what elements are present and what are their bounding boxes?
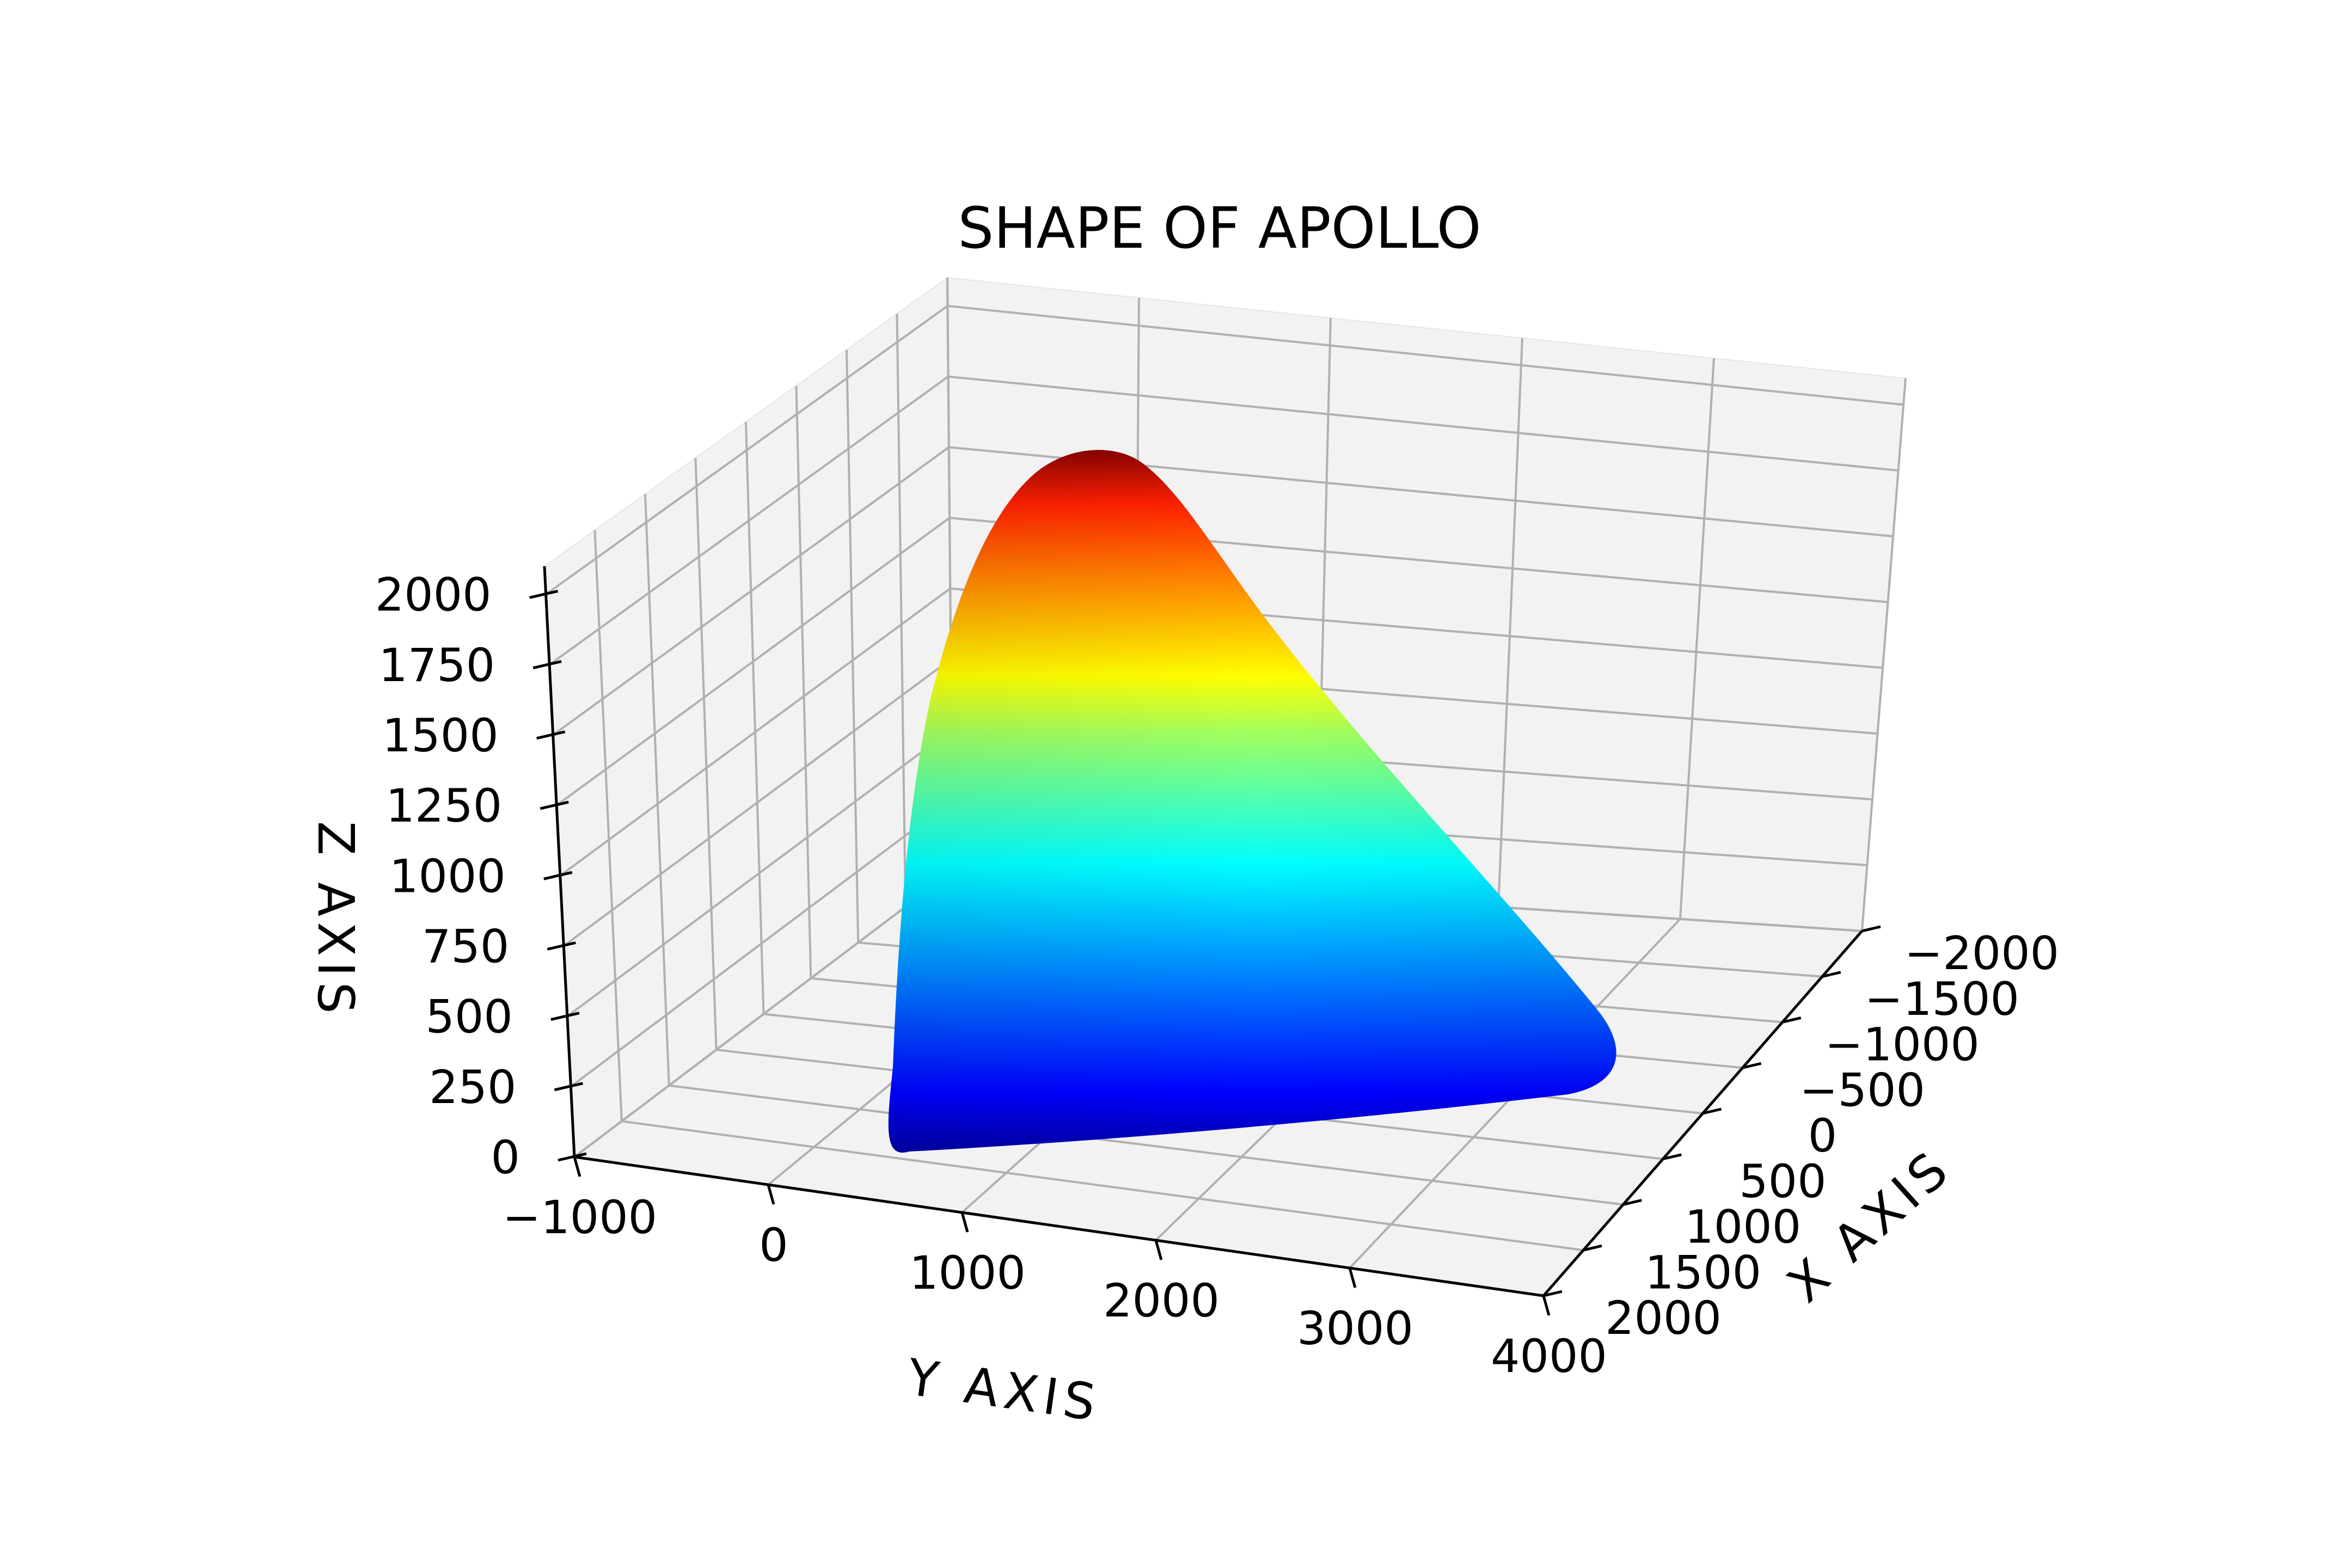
y-tick-mark (1154, 1240, 1163, 1260)
surface-shading (888, 450, 1616, 1153)
z-tick-mark (558, 1152, 587, 1162)
x-tick-label: 2000 (1605, 1291, 1722, 1345)
z-tick-mark (554, 1082, 584, 1092)
x-tick-label: −1500 (1865, 972, 2019, 1026)
x-tick-mark (1782, 1016, 1802, 1024)
y-tick-mark (573, 1156, 581, 1177)
y-axis-line (574, 1155, 1544, 1297)
y-tick-label: 3000 (1297, 1302, 1413, 1355)
z-tick-mark (550, 1012, 580, 1021)
x-tick-mark (1543, 1290, 1563, 1297)
y-tick-label: 2000 (1103, 1274, 1220, 1327)
y-tick-label: 4000 (1491, 1330, 1607, 1383)
x-grid-line-floor (669, 1084, 1624, 1206)
y-tick-mark (767, 1184, 775, 1205)
z-grid-line-left (548, 376, 949, 666)
y-axis-title: Y AXIS (903, 1348, 1104, 1433)
z-grid-line-left (570, 799, 953, 1088)
z-tick-label: 1500 (382, 709, 499, 762)
x-tick-mark (1622, 1199, 1642, 1206)
z-grid-line-left (545, 305, 948, 596)
x-tick-mark (1822, 971, 1841, 978)
y-tick-label: 1000 (909, 1246, 1026, 1300)
z-grid-line-back (947, 304, 1904, 406)
z-grid-line-left (563, 658, 952, 947)
z-tick-label: 750 (422, 920, 509, 973)
tick-marks (529, 590, 1881, 1316)
x-grid-line-floor (621, 1120, 1584, 1252)
z-tick-mark (532, 660, 562, 670)
x-tick-label: 1500 (1645, 1246, 1761, 1299)
y-tick-mark (1542, 1295, 1551, 1316)
x-tick-mark (1861, 925, 1881, 933)
z-tick-label: 1250 (385, 779, 502, 832)
z-tick-label: 1000 (389, 849, 506, 903)
x-tick-label: 1000 (1685, 1200, 1801, 1254)
z-tick-mark (529, 590, 559, 599)
y-tick-label: 0 (759, 1218, 788, 1272)
x-tick-label: −2000 (1904, 927, 2059, 980)
x-tick-label: 500 (1739, 1155, 1826, 1208)
x-tick-label: −1000 (1825, 1018, 1980, 1071)
x-tick-label: −500 (1799, 1063, 1925, 1117)
z-tick-label: 250 (429, 1061, 516, 1114)
x-tick-mark (1742, 1062, 1762, 1069)
apollo-surface (888, 450, 1616, 1153)
z-tick-label: 1750 (378, 639, 495, 692)
z-grid-line-left (559, 587, 951, 877)
x-tick-mark (1583, 1244, 1602, 1252)
y-tick-label: −1000 (503, 1191, 657, 1244)
z-tick-label: 500 (426, 990, 513, 1044)
z-grid-line-back (948, 375, 1898, 472)
z-tick-label: 0 (491, 1131, 520, 1184)
tick-labels: −100001000200030004000−2000−1500−1000−50… (375, 568, 2059, 1383)
y-tick-mark (960, 1212, 969, 1233)
x-tick-mark (1702, 1107, 1722, 1115)
x-tick-label: 0 (1808, 1109, 1837, 1162)
z-axis-title: Z AXIS (307, 821, 365, 1019)
chart-title: SHAPE OF APOLLO (958, 195, 1481, 261)
z-tick-mark (536, 730, 566, 740)
z-tick-label: 2000 (375, 568, 492, 622)
y-tick-mark (1348, 1267, 1357, 1288)
z-grid-line-left (556, 517, 951, 806)
z-grid-line-left (566, 728, 952, 1018)
z-tick-mark (543, 871, 573, 880)
z-tick-mark (540, 800, 569, 810)
x-tick-mark (1662, 1153, 1682, 1161)
z-grid-line-left (552, 446, 950, 736)
left-floor-edge (573, 870, 954, 1158)
z-tick-mark (547, 941, 576, 951)
